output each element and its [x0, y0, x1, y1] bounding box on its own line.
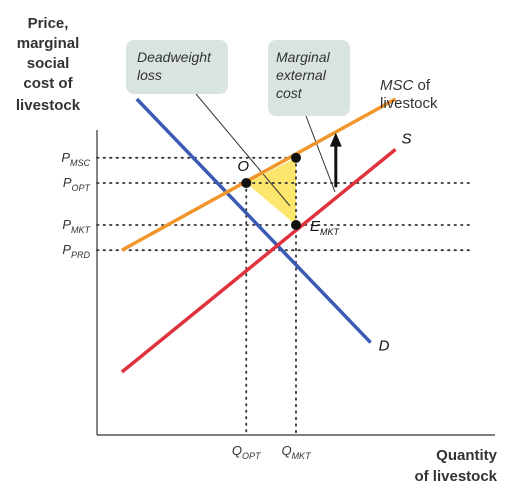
points-layer: O EMKT [237, 152, 341, 237]
curves-layer [120, 97, 397, 374]
x-axis-title-line-2: of livestock [414, 468, 497, 485]
y-axis-title-line-2: marginal [17, 35, 80, 52]
supply-curve [120, 148, 397, 374]
y-tick-p-msc: PMSC [61, 150, 90, 168]
callout-deadweight-loss-box [126, 40, 228, 94]
leader-marginal-external-cost [305, 115, 336, 193]
x-tick-q-mkt-sub: MKT [292, 451, 313, 461]
msc-curve [121, 97, 397, 252]
y-axis-title: Price, marginal social cost of livestock [16, 15, 81, 114]
demand-curve [135, 97, 372, 344]
callout-deadweight-loss: Deadweight loss [126, 40, 228, 94]
callout-marginal-external-cost-box [268, 40, 350, 116]
point-e-mkt-label: EMKT [310, 218, 341, 237]
point-e-mkt-label-sub: MKT [320, 227, 341, 237]
label-msc-abbr: MSC [380, 77, 414, 94]
callout-leader-lines [195, 93, 336, 207]
y-tick-p-prd-base: P [62, 242, 71, 257]
point-o-label: O [237, 158, 249, 175]
y-tick-p-opt-sub: OPT [71, 183, 91, 193]
label-supply: S [402, 130, 412, 147]
y-tick-p-msc-base: P [61, 150, 70, 165]
x-tick-q-mkt-base: Q [281, 443, 291, 458]
point-e-mkt-label-base: E [310, 218, 321, 235]
y-axis-title-line-3: social [27, 55, 70, 72]
x-tick-q-opt-sub: OPT [242, 451, 262, 461]
deadweight-loss-triangle [246, 157, 296, 225]
label-msc-line-1: MSC of [380, 77, 431, 94]
y-tick-p-prd-sub: PRD [71, 250, 91, 260]
callout-marginal-external-cost-line-2: external [276, 67, 327, 83]
guide-lines-layer [96, 156, 472, 436]
y-tick-p-msc-sub: MSC [70, 158, 91, 168]
callout-marginal-external-cost-line-1: Marginal [276, 49, 331, 65]
point-msc-at-q-mkt [291, 152, 301, 163]
y-tick-p-mkt-sub: MKT [71, 225, 92, 235]
leader-deadweight-loss [195, 93, 291, 207]
y-axis-title-line-5: livestock [16, 97, 81, 114]
x-tick-q-opt-base: Q [232, 443, 242, 458]
y-axis-title-line-4: cost of [23, 75, 73, 92]
y-tick-p-opt-base: P [63, 175, 72, 190]
callout-marginal-external-cost: Marginal external cost [268, 40, 350, 116]
x-axis-title: Quantity of livestock [414, 447, 497, 485]
callout-marginal-external-cost-line-3: cost [276, 85, 303, 101]
label-msc-line-2: livestock [380, 95, 438, 112]
deadweight-loss-layer [246, 157, 296, 225]
callout-deadweight-loss-line-1: Deadweight [137, 49, 212, 65]
label-msc-of: of [413, 77, 431, 94]
y-tick-p-prd: PPRD [62, 242, 90, 260]
y-tick-p-opt: POPT [63, 175, 92, 193]
y-tick-p-mkt-base: P [62, 217, 71, 232]
x-axis-title-line-1: Quantity [436, 447, 497, 464]
shift-arrow-head [329, 132, 342, 147]
y-axis-title-line-1: Price, [28, 15, 69, 32]
label-demand: D [379, 338, 390, 355]
callout-deadweight-loss-line-2: loss [137, 67, 162, 83]
x-tick-q-opt: QOPT [232, 443, 262, 461]
x-tick-q-mkt: QMKT [281, 443, 312, 461]
point-e-mkt [291, 220, 301, 230]
y-tick-p-mkt: PMKT [62, 217, 91, 235]
point-o [241, 178, 252, 188]
